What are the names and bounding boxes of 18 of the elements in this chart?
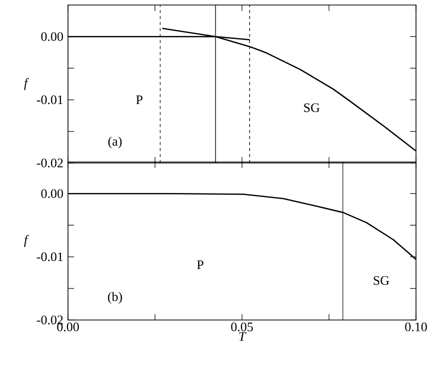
annotation: SG [374,276,390,285]
x-tick-label: 0.05 [231,322,253,332]
y-tick-label: -0.01 [36,95,63,104]
y-tick-label: 0.00 [41,32,63,42]
y-tick-label: 0.00 [41,189,63,198]
annotation: P [136,96,142,104]
x-tick-label: 0.00 [57,322,79,332]
x-axis-title: T [239,332,246,341]
annotation: P [197,260,204,269]
annotation: SG [304,103,320,112]
y-tick-label: -0.02 [36,158,63,168]
annotation: (a) [108,136,122,148]
x-tick-label: 0.10 [405,322,427,332]
annotation: (b) [108,292,122,304]
y-tick-label: -0.02 [36,316,63,324]
y-axis-title: f [24,235,30,247]
y-tick-label: -0.01 [36,252,63,262]
y-axis-title: f [24,78,30,90]
